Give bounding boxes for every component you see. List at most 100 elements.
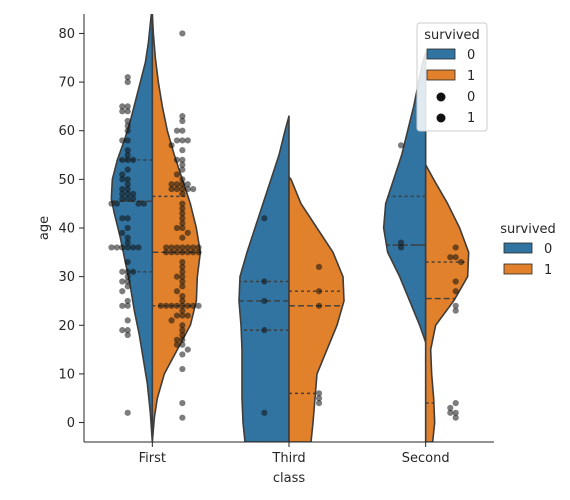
violin-first-survived-0 [110, 14, 154, 442]
swarm-point [452, 414, 459, 421]
swarm-point [179, 278, 186, 285]
swarm-point [124, 156, 131, 164]
x-tick-label: Third [271, 451, 305, 466]
swarm-point [173, 312, 181, 319]
inner-legend-marker-label-0: 0 [467, 90, 475, 105]
swarm-point [130, 268, 137, 275]
swarm-point [173, 156, 181, 164]
outer-legend-title: survived [500, 222, 556, 237]
x-tick-label: First [139, 451, 166, 466]
y-tick-label: 70 [58, 76, 75, 91]
violin-second-survived-1 [424, 163, 470, 442]
swarm-point [184, 181, 191, 188]
swarm-point [173, 224, 181, 232]
swarm-point [173, 185, 181, 193]
swarm-point [315, 395, 323, 402]
swarm-point [179, 176, 186, 183]
swarm-point [124, 190, 131, 198]
swarm-point [315, 263, 323, 271]
swarm-point [315, 390, 323, 397]
swarm-point [452, 278, 459, 285]
swarm-point [124, 137, 131, 144]
swarm-point [397, 244, 405, 251]
swarm-point [124, 78, 131, 86]
inner-legend-label-1: 1 [467, 69, 475, 84]
swarm-point [179, 268, 186, 275]
swarm-point [452, 254, 459, 261]
swarm-point [168, 317, 175, 324]
swarm-point [195, 302, 202, 309]
y-tick-label: 60 [58, 124, 75, 139]
swarm-point [119, 244, 126, 251]
swarm-point [261, 327, 268, 334]
swarm-point [173, 249, 181, 256]
swarm-point [124, 166, 131, 173]
outer-legend: survived 0 1 [500, 222, 556, 278]
swarm-point [135, 244, 142, 251]
swarm-point [261, 215, 268, 222]
swarm-point [119, 195, 126, 202]
swarm-point [397, 239, 405, 246]
swarm-point [168, 249, 175, 256]
swarm-points [108, 30, 465, 421]
swarm-point [179, 127, 186, 134]
swarm-point [179, 399, 186, 407]
swarm-point [173, 127, 181, 134]
swarm-point [173, 288, 181, 295]
swarm-point [190, 244, 197, 251]
swarm-point [119, 137, 126, 144]
swarm-point [315, 288, 323, 295]
swarm-point [168, 181, 175, 188]
swarm-point [184, 302, 191, 309]
swarm-point [124, 258, 131, 266]
swarm-point [119, 288, 126, 295]
swarm-point [119, 278, 126, 285]
swarm-point [179, 215, 186, 222]
swarm-point [124, 74, 131, 81]
swarm-point [179, 258, 186, 266]
inner-legend-title: survived [424, 28, 480, 43]
swarm-point [119, 229, 126, 236]
outer-legend-label-0: 0 [544, 242, 552, 257]
swarm-point [315, 399, 323, 407]
swarm-point [179, 327, 186, 334]
swarm-point [184, 185, 191, 193]
swarm-point [130, 156, 137, 164]
swarm-point [124, 103, 131, 110]
swarm-point [179, 322, 186, 329]
swarm-point [124, 181, 131, 188]
swarm-point [173, 181, 181, 188]
swarm-point [124, 273, 131, 280]
swarm-point [179, 137, 186, 144]
swarm-point [179, 200, 186, 207]
swarm-point [124, 268, 131, 275]
swarm-point [124, 151, 131, 159]
swarm-point [168, 244, 175, 251]
swarm-point [157, 302, 164, 309]
inner-legend-label-0: 0 [467, 48, 475, 63]
swarm-point [140, 200, 147, 207]
swarm-point [173, 171, 181, 178]
swarm-point [124, 176, 131, 183]
outer-legend-patch-1 [503, 263, 533, 275]
swarm-point [124, 331, 131, 339]
swarm-point [124, 278, 131, 285]
swarm-point [124, 234, 131, 241]
swarm-point [447, 404, 454, 412]
swarm-point [119, 215, 126, 222]
violin-third-survived-1 [288, 176, 345, 442]
swarm-point [173, 302, 181, 309]
swarm-point [119, 108, 126, 115]
swarm-point [179, 331, 186, 339]
swarm-point [119, 185, 126, 193]
swarm-point [168, 185, 175, 193]
swarm-point [179, 161, 186, 168]
swarm-point [179, 244, 186, 251]
swarm-point [124, 409, 131, 416]
swarm-point [124, 195, 131, 202]
swarm-point [179, 181, 186, 188]
swarm-point [124, 302, 131, 309]
swarm-point [184, 346, 191, 353]
swarm-point [108, 244, 115, 251]
swarm-point [124, 117, 131, 125]
